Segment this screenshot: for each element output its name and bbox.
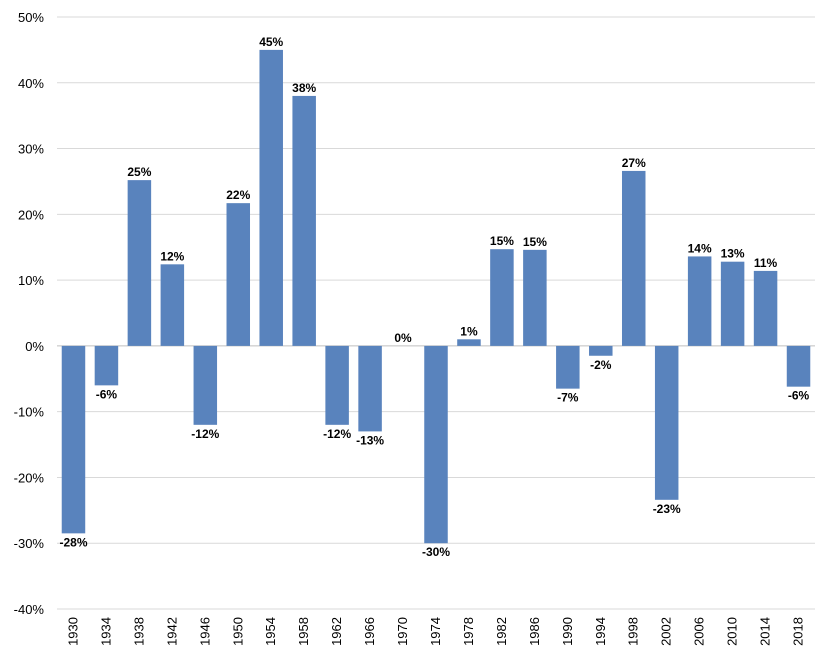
data-label: 1% bbox=[460, 324, 478, 338]
data-label: 15% bbox=[490, 234, 514, 248]
bar bbox=[292, 95, 316, 346]
data-label: -13% bbox=[356, 433, 384, 447]
bar bbox=[523, 249, 547, 346]
data-label: -7% bbox=[557, 391, 579, 405]
y-tick-label: -10% bbox=[14, 405, 45, 420]
x-tick-label: 1954 bbox=[263, 617, 278, 646]
data-label: 14% bbox=[688, 241, 712, 255]
bar bbox=[457, 339, 481, 346]
x-tick-label: 1934 bbox=[98, 617, 113, 646]
data-label: 12% bbox=[160, 249, 184, 263]
y-tick-label: 10% bbox=[18, 273, 44, 288]
data-label: -23% bbox=[653, 502, 681, 516]
y-axis-ticks: 50% 40% 30% 20% 10% 0% -10% -20% -30% -40% bbox=[14, 10, 45, 617]
bar bbox=[160, 264, 185, 346]
x-tick-label: 2006 bbox=[692, 617, 707, 646]
data-label: 15% bbox=[523, 235, 547, 249]
bar bbox=[654, 345, 679, 500]
data-label: 0% bbox=[394, 331, 412, 345]
bar bbox=[556, 345, 580, 389]
bar bbox=[226, 203, 251, 346]
data-label: 27% bbox=[622, 156, 646, 170]
data-label: 45% bbox=[259, 35, 283, 49]
y-tick-label: 30% bbox=[18, 142, 44, 157]
data-label: 22% bbox=[226, 188, 250, 202]
y-tick-label: 20% bbox=[18, 207, 44, 222]
x-tick-label: 1958 bbox=[296, 617, 311, 646]
x-tick-label: 1930 bbox=[65, 617, 80, 646]
x-tick-label: 1942 bbox=[164, 617, 179, 646]
data-label: -2% bbox=[590, 358, 612, 372]
x-tick-label: 2018 bbox=[791, 617, 806, 646]
bar bbox=[720, 261, 745, 346]
bar bbox=[753, 270, 778, 346]
data-label: 13% bbox=[721, 247, 745, 261]
bar bbox=[61, 345, 86, 534]
data-label: 38% bbox=[292, 81, 316, 95]
x-axis-ticks: 1930 1934 1938 1942 1946 1950 1954 1958 1962 1966… bbox=[65, 617, 805, 646]
y-tick-label: 50% bbox=[18, 10, 44, 25]
x-tick-label: 1994 bbox=[593, 617, 608, 646]
x-tick-label: 1938 bbox=[131, 617, 146, 646]
data-label: -12% bbox=[191, 427, 219, 441]
x-tick-label: 1982 bbox=[494, 617, 509, 646]
bars bbox=[61, 49, 811, 544]
bar bbox=[127, 180, 152, 346]
x-tick-label: 1998 bbox=[626, 617, 641, 646]
bar bbox=[259, 49, 283, 346]
data-labels: -28% -6% 25% 12% -12% 22% 45% 38% -12% -13% 0% -30%… bbox=[59, 35, 809, 559]
bar bbox=[325, 345, 349, 425]
bar bbox=[424, 345, 448, 544]
y-tick-label: 0% bbox=[25, 339, 44, 354]
data-label: -6% bbox=[96, 387, 118, 401]
bar bbox=[94, 345, 119, 386]
y-tick-label: 40% bbox=[18, 76, 44, 91]
x-tick-label: 1946 bbox=[197, 617, 212, 646]
bar bbox=[621, 170, 646, 346]
bar bbox=[589, 345, 613, 356]
x-tick-label: 1966 bbox=[362, 617, 377, 646]
bar bbox=[358, 345, 382, 432]
y-tick-label: -40% bbox=[14, 602, 45, 617]
data-label: 11% bbox=[754, 256, 778, 270]
x-tick-label: 2010 bbox=[725, 617, 740, 646]
x-tick-label: 1978 bbox=[461, 617, 476, 646]
data-label: -28% bbox=[59, 535, 87, 549]
data-label: -6% bbox=[788, 389, 810, 403]
x-tick-label: 1970 bbox=[395, 617, 410, 646]
x-tick-label: 2014 bbox=[758, 617, 773, 646]
data-label: -30% bbox=[422, 545, 450, 559]
bar bbox=[786, 345, 811, 387]
x-tick-label: 1986 bbox=[527, 617, 542, 646]
x-tick-label: 1950 bbox=[230, 617, 245, 646]
x-tick-label: 1974 bbox=[428, 617, 443, 646]
x-tick-label: 2002 bbox=[659, 617, 674, 646]
data-label: -12% bbox=[323, 427, 351, 441]
x-tick-label: 1962 bbox=[329, 617, 344, 646]
data-label: 25% bbox=[127, 165, 151, 179]
bar bbox=[193, 345, 218, 425]
y-tick-label: -30% bbox=[14, 536, 45, 551]
y-tick-label: -20% bbox=[14, 470, 45, 485]
bar bbox=[490, 249, 514, 346]
x-tick-label: 1990 bbox=[560, 617, 575, 646]
bar bbox=[687, 256, 712, 346]
